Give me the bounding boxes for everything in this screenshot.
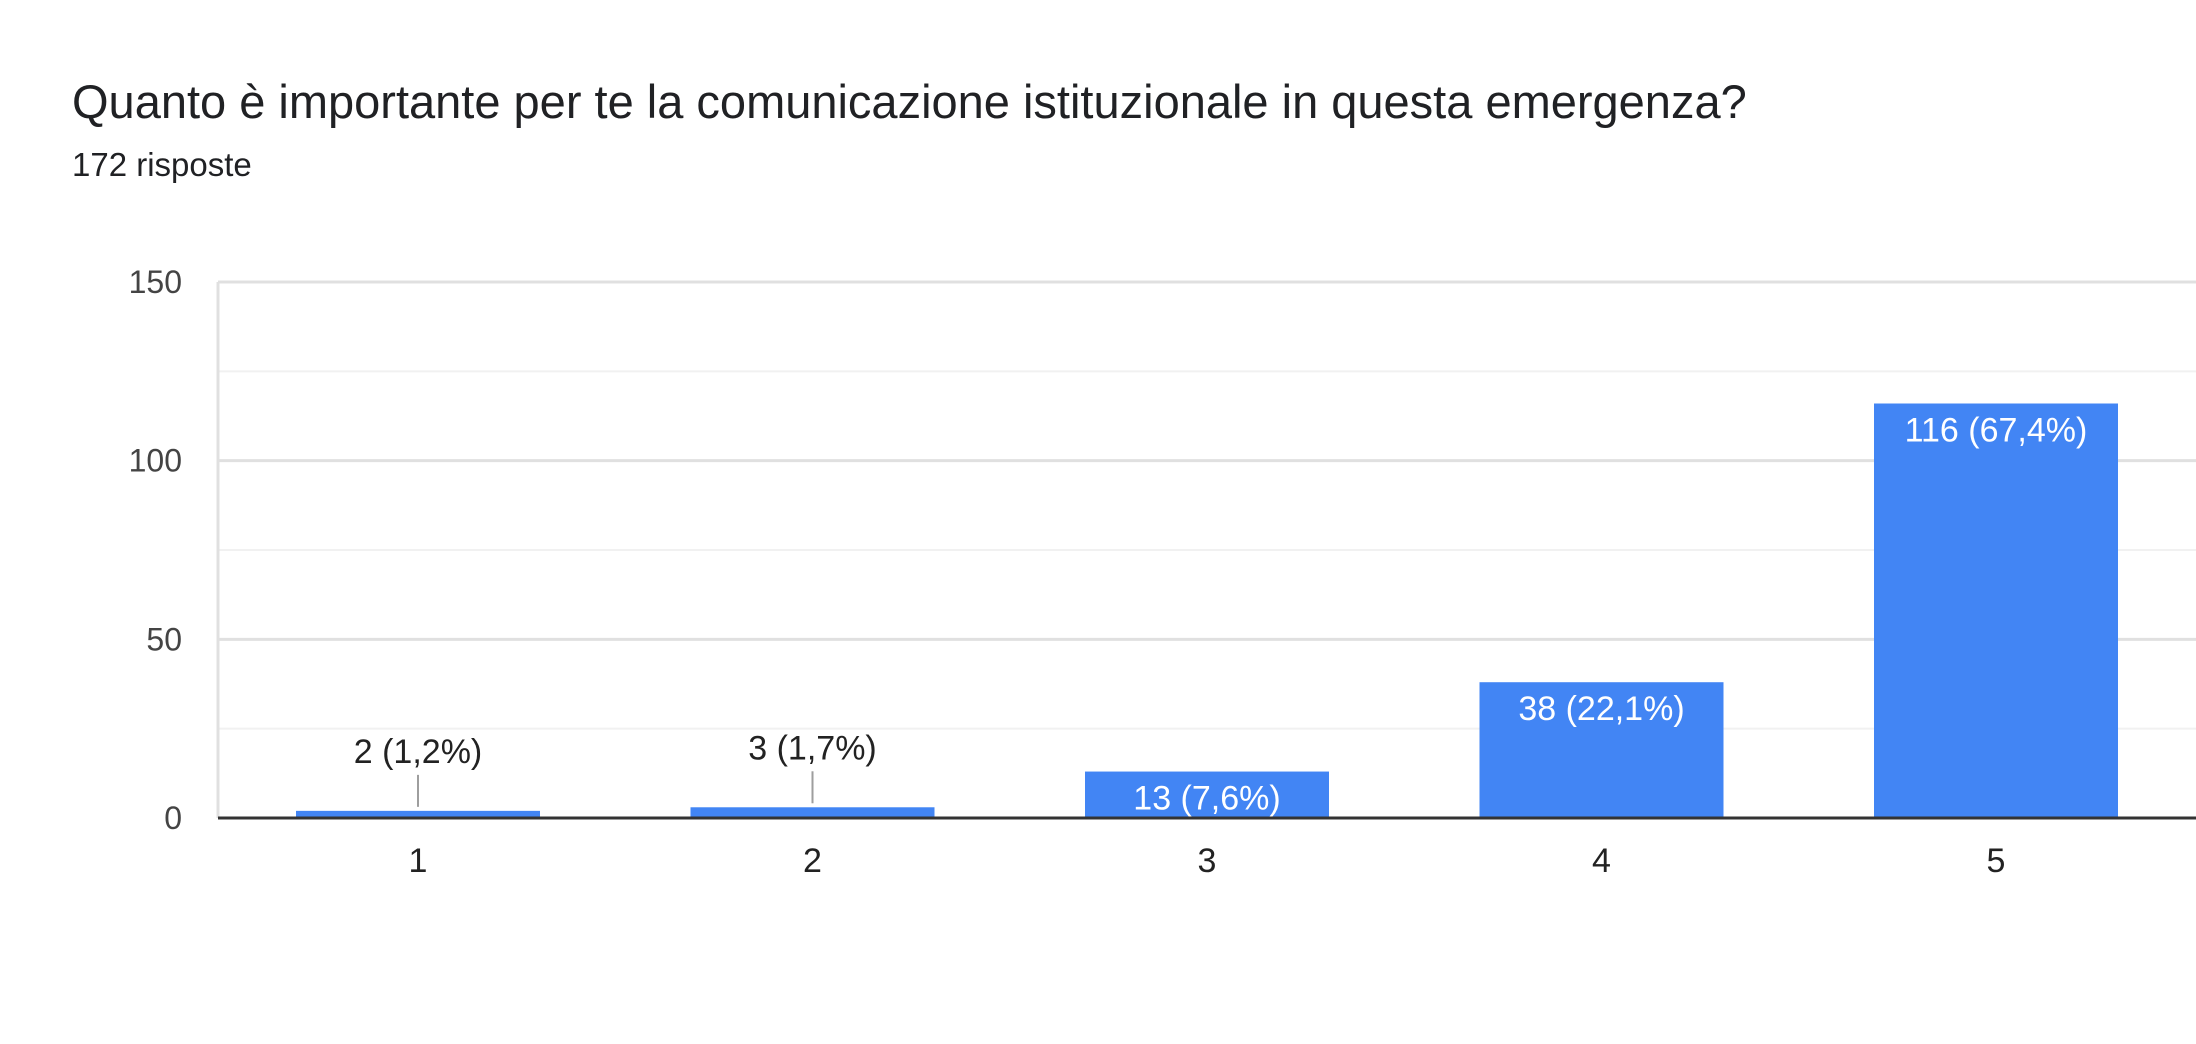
y-tick-label: 50: [146, 621, 182, 657]
data-labels: 2 (1,2%) 3 (1,7%) 13 (7,6%) 38 (22,1%) 116 (…: [354, 411, 2088, 817]
bar: [1874, 403, 2118, 818]
bar: [296, 810, 540, 818]
data-label: 116 (67,4%): [1905, 411, 2088, 449]
x-axis-ticks: 1 2 3 4 5: [218, 816, 2196, 880]
bars: [296, 403, 2118, 818]
x-tick-label: 5: [1987, 842, 2006, 880]
y-tick-label: 150: [129, 264, 182, 300]
bar: [1085, 771, 1329, 818]
x-tick-label: 4: [1592, 842, 1611, 880]
response-count: 172 risposte: [72, 146, 252, 183]
chart-title: Quanto è importante per te la comunicazi…: [72, 75, 1747, 128]
bar: [1479, 682, 1724, 818]
grid-lines: [216, 280, 2196, 818]
x-tick-label: 1: [409, 842, 428, 880]
x-tick-label: 3: [1198, 842, 1217, 880]
y-tick-label: 100: [129, 443, 182, 479]
y-tick-label: 0: [164, 800, 182, 836]
data-label: 38 (22,1%): [1518, 690, 1684, 728]
x-tick-label: 2: [803, 842, 822, 880]
bar: [690, 807, 935, 818]
data-label: 13 (7,6%): [1133, 780, 1280, 818]
y-axis-ticks: 0 50 100 150: [129, 264, 182, 836]
data-label: 2 (1,2%): [354, 733, 483, 771]
data-label: 3 (1,7%): [748, 729, 877, 767]
